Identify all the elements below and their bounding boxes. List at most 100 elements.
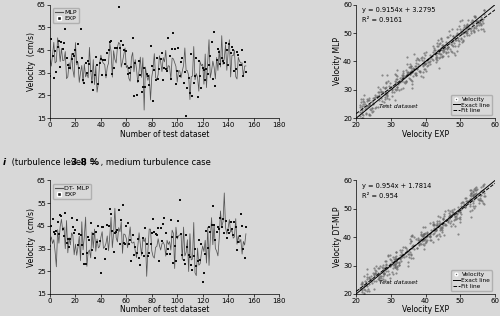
Point	[223, 236, 231, 241]
Point	[162, 66, 170, 71]
Point	[469, 203, 477, 208]
Point	[473, 18, 481, 23]
Point	[412, 73, 420, 78]
Point	[156, 226, 164, 231]
Point	[472, 193, 480, 198]
Point	[362, 111, 370, 116]
Point	[382, 93, 390, 98]
Point	[404, 248, 411, 253]
Point	[378, 265, 386, 270]
Point	[453, 210, 461, 216]
Point	[358, 107, 366, 112]
Point	[408, 255, 416, 260]
Point	[408, 239, 416, 244]
Point	[366, 106, 374, 111]
Point	[420, 61, 428, 66]
Point	[364, 287, 372, 292]
Point	[448, 39, 456, 44]
Point	[466, 193, 474, 198]
Point	[186, 254, 194, 259]
Point	[234, 53, 242, 58]
Point	[130, 252, 138, 257]
Point	[358, 116, 366, 121]
Point	[477, 192, 485, 197]
Point	[78, 56, 86, 61]
Point	[374, 97, 382, 102]
Point	[394, 86, 402, 91]
Point	[444, 49, 452, 54]
Point	[436, 233, 444, 238]
Point	[368, 281, 376, 286]
Point	[117, 217, 125, 222]
Point	[374, 270, 382, 276]
Point	[438, 54, 446, 59]
Point	[84, 234, 92, 239]
Point	[430, 239, 438, 244]
Point	[470, 192, 478, 197]
Point	[476, 185, 484, 190]
Point	[356, 105, 364, 110]
Point	[420, 50, 428, 55]
Point	[472, 14, 480, 19]
Point	[358, 103, 366, 108]
Point	[432, 55, 440, 60]
Point	[48, 54, 56, 59]
Point	[212, 237, 220, 242]
Point	[363, 288, 371, 293]
Point	[103, 223, 111, 228]
Point	[436, 52, 444, 57]
Point	[450, 216, 458, 222]
Point	[420, 67, 428, 72]
Point	[54, 44, 62, 49]
Point	[477, 15, 485, 20]
Point	[411, 64, 419, 69]
Point	[418, 57, 426, 62]
Point	[154, 76, 162, 82]
Point	[128, 35, 136, 40]
Point	[448, 38, 456, 43]
Point	[368, 102, 376, 107]
Point	[420, 61, 428, 66]
Point	[466, 191, 474, 196]
Point	[448, 209, 456, 214]
Point	[374, 265, 382, 270]
Point	[455, 39, 463, 44]
Point	[209, 204, 217, 209]
Point	[419, 63, 427, 68]
Point	[383, 272, 391, 277]
Point	[114, 45, 122, 50]
Point	[458, 211, 466, 216]
Point	[459, 26, 467, 31]
Point	[210, 29, 218, 34]
Point	[154, 225, 162, 230]
Point	[80, 261, 88, 266]
Point	[194, 258, 202, 263]
Point	[386, 264, 394, 269]
Point	[364, 289, 372, 294]
Text: y = 0.9154x + 3.2795: y = 0.9154x + 3.2795	[362, 7, 436, 13]
Point	[388, 89, 396, 94]
Point	[139, 84, 147, 89]
Point	[90, 73, 98, 78]
Point	[406, 72, 414, 77]
Point	[426, 238, 434, 243]
Point	[426, 52, 434, 57]
Point	[392, 257, 400, 262]
Point	[467, 25, 475, 30]
Point	[48, 217, 56, 222]
Point	[446, 213, 454, 218]
Point	[360, 284, 368, 289]
Point	[438, 228, 446, 233]
Point	[469, 20, 477, 25]
Point	[364, 103, 372, 108]
Point	[419, 237, 427, 242]
Point	[430, 220, 438, 225]
Point	[411, 71, 419, 76]
Point	[408, 70, 416, 75]
Point	[48, 36, 56, 41]
Point	[396, 76, 404, 81]
Point	[389, 254, 397, 259]
Point	[365, 276, 373, 281]
Point	[120, 241, 128, 246]
Point	[440, 232, 448, 237]
